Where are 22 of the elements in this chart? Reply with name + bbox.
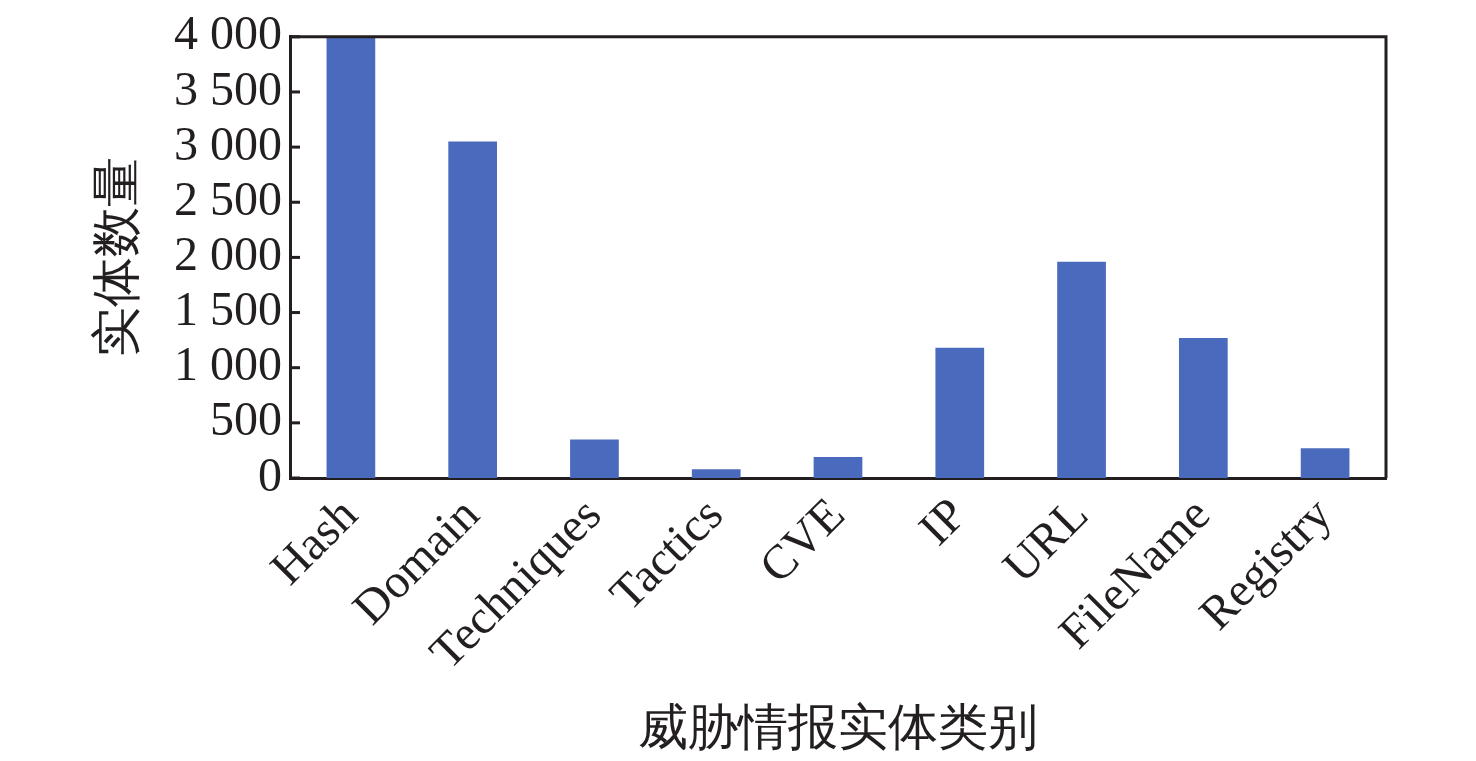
bar (1178, 337, 1228, 478)
y-tick-label: 1 500 (174, 282, 282, 336)
y-axis-title: 实体数量 (88, 157, 145, 358)
y-tick-label: 500 (210, 392, 282, 446)
x-tick-label: IP (908, 486, 976, 555)
y-tick-label: 1 000 (174, 337, 282, 391)
bar (1300, 448, 1350, 478)
y-tick-label: 3 000 (174, 116, 282, 170)
bar (326, 36, 376, 478)
y-tick-label: 0 (258, 447, 282, 501)
y-tick-label: 3 500 (174, 61, 282, 115)
y-tick-label: 4 000 (174, 6, 282, 60)
x-axis-title: 威胁情报实体类别 (638, 699, 1038, 756)
bar (570, 439, 619, 478)
bar (813, 457, 863, 478)
bar (691, 469, 741, 478)
bar (448, 141, 498, 478)
y-tick-label: 2 500 (174, 171, 282, 225)
x-tick-label: CVE (748, 486, 854, 593)
y-tick-label: 2 000 (174, 227, 282, 281)
bar (1057, 261, 1106, 478)
bar (935, 347, 985, 478)
